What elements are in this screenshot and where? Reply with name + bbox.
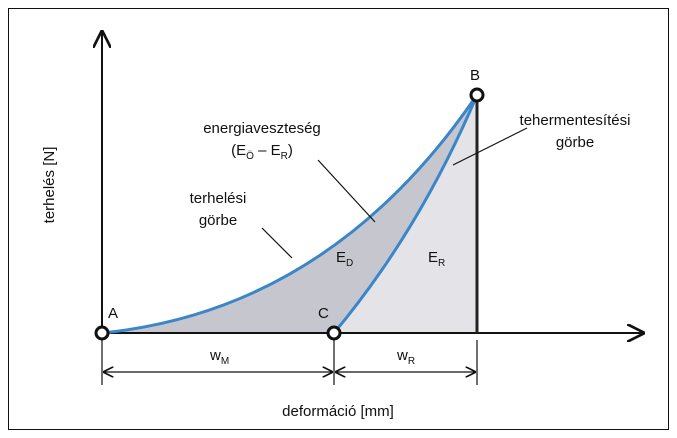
unloading-label: tehermentesítési	[520, 112, 631, 129]
leaders	[261, 127, 528, 259]
label-a: A	[108, 305, 118, 322]
unloading-label: görbe	[556, 134, 594, 151]
area-ed	[102, 95, 477, 333]
text: – E	[254, 142, 281, 159]
subscript: R	[408, 356, 415, 367]
label-c: C	[318, 305, 329, 322]
subscript: D	[346, 258, 353, 269]
area-ed-label: ED	[336, 249, 353, 269]
text: )	[288, 142, 293, 159]
frame	[8, 8, 669, 430]
point-b	[469, 87, 485, 103]
wr-label: wR	[396, 347, 415, 367]
loading-label: terhelési	[190, 190, 247, 207]
energy-loss-formula: (EÖ – ER)	[231, 142, 293, 162]
point-c	[326, 325, 342, 341]
subscript: Ö	[246, 150, 254, 162]
text: (E	[231, 142, 246, 159]
label-b: B	[470, 67, 480, 84]
text: w	[396, 347, 408, 364]
energy-loss-title: energiaveszteség	[203, 120, 321, 137]
y-axis-label: terhelés [N]	[41, 147, 58, 224]
subscript: R	[281, 151, 288, 162]
dimensions	[101, 340, 478, 385]
subscript: M	[221, 356, 229, 367]
area-er-label: ER	[428, 249, 445, 269]
wm-label: wM	[209, 347, 229, 367]
text: w	[209, 347, 221, 364]
point-a	[94, 325, 110, 341]
text: E	[428, 249, 438, 266]
area-er	[334, 95, 477, 333]
loading-curve	[101, 94, 479, 335]
subscript: R	[438, 258, 445, 269]
text: E	[336, 249, 346, 266]
x-axis-label: deformáció [mm]	[282, 403, 394, 420]
unloading-curve	[332, 94, 479, 334]
loading-label: görbe	[199, 212, 237, 229]
